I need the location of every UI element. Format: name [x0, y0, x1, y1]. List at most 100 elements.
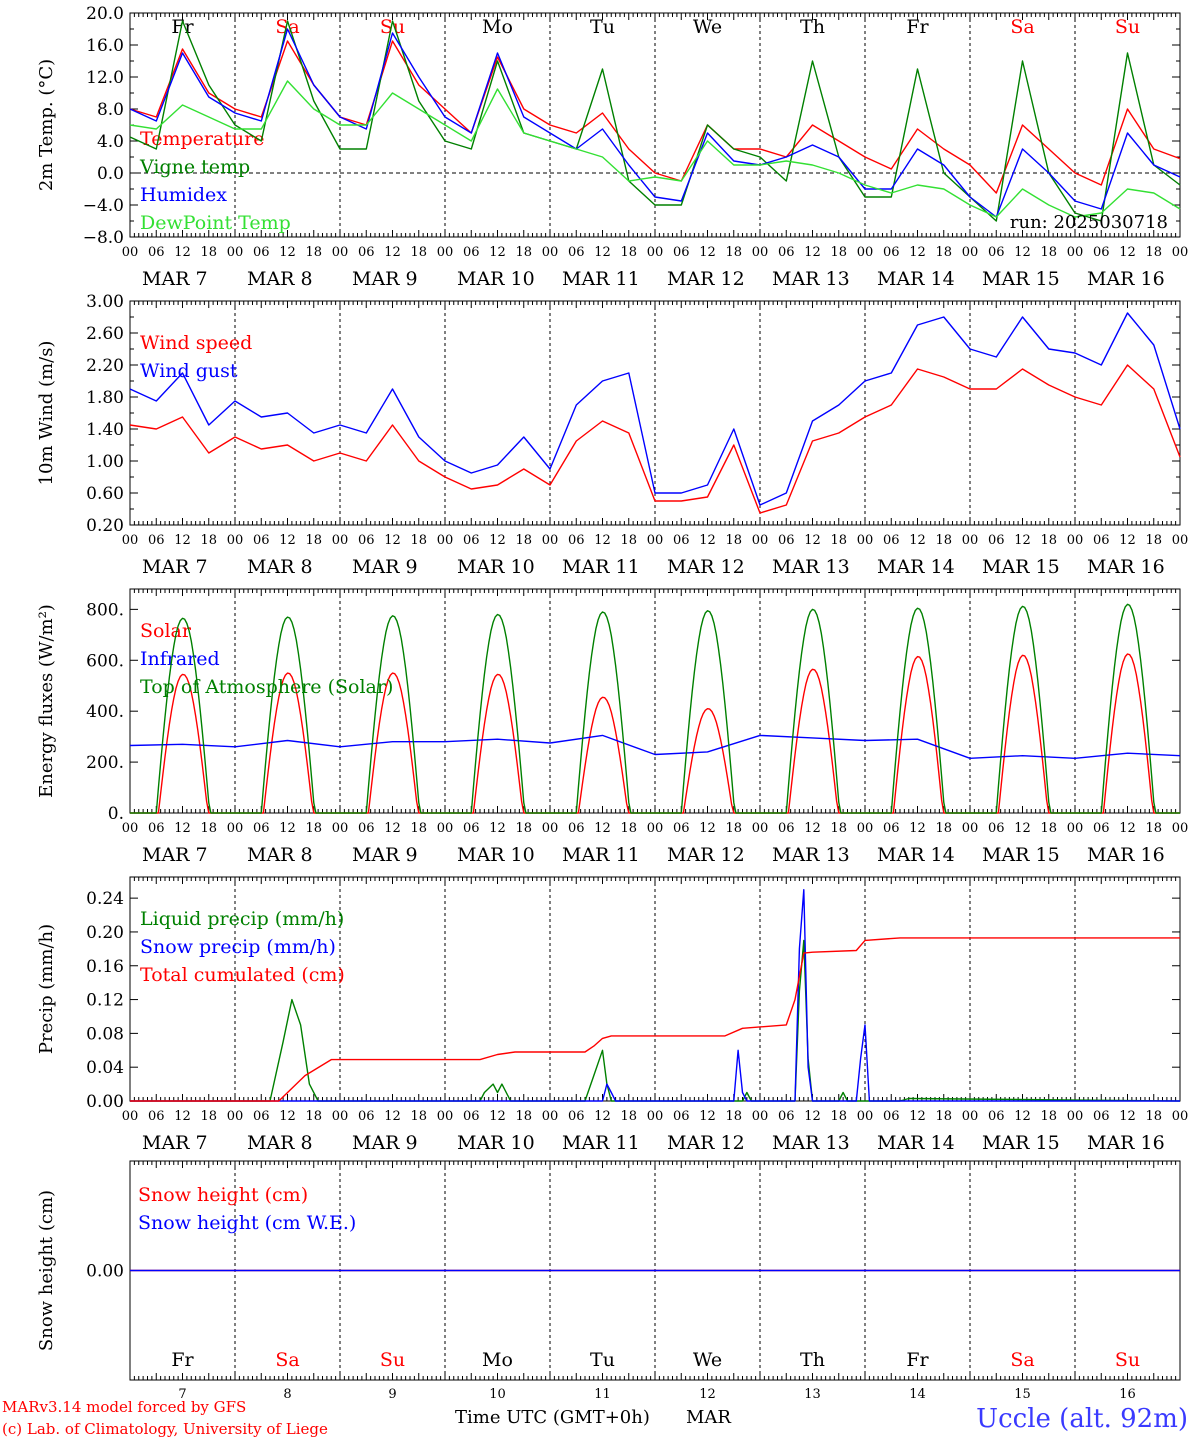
date-label: MAR 12	[667, 556, 745, 578]
weekday-label: Fr	[906, 16, 929, 38]
weekday-label: Su	[1115, 16, 1140, 38]
date-label: MAR 9	[352, 268, 418, 290]
hour-label: 00	[752, 245, 769, 260]
legend-entry: Liquid precip (mm/h)	[140, 908, 344, 930]
hour-label: 06	[463, 245, 480, 260]
hour-label: 12	[1014, 533, 1031, 548]
y-tick-label: 8.0	[97, 100, 124, 120]
hour-label: 06	[1093, 533, 1110, 548]
date-label: MAR 14	[877, 844, 955, 866]
hour-label: 18	[200, 533, 217, 548]
hour-label: 18	[305, 1109, 322, 1124]
weekday-label: Fr	[906, 1349, 929, 1371]
day-number-label: 7	[178, 1387, 186, 1402]
hour-label: 00	[437, 245, 454, 260]
hour-label: 06	[358, 533, 375, 548]
hour-label: 00	[437, 821, 454, 836]
hour-label: 18	[725, 533, 742, 548]
legend-entry: Total cumulated (cm)	[140, 964, 345, 986]
series-line-dewpoint-temp	[129, 80, 1181, 218]
hour-label: 12	[384, 533, 401, 548]
hour-label: 18	[620, 245, 637, 260]
hour-label: 00	[542, 1109, 559, 1124]
hour-label: 06	[253, 1109, 270, 1124]
hour-label: 12	[174, 821, 191, 836]
date-label: MAR 7	[142, 844, 208, 866]
y-tick-label: 1.40	[86, 420, 124, 440]
legend-entry: Snow height (cm W.E.)	[138, 1212, 356, 1234]
hour-label: 12	[279, 245, 296, 260]
hour-label: 00	[437, 533, 454, 548]
hour-label: 00	[1067, 821, 1084, 836]
hour-label: 18	[200, 245, 217, 260]
y-tick-label: 12.0	[86, 68, 124, 88]
hour-label: 06	[148, 821, 165, 836]
hour-label: 12	[909, 245, 926, 260]
day-number-label: 14	[909, 1387, 926, 1402]
weekday-label: Fr	[171, 1349, 194, 1371]
y-axis-label: 10m Wind (m/s)	[36, 341, 57, 486]
hour-label: 12	[384, 821, 401, 836]
hour-label: 06	[673, 533, 690, 548]
hour-label: 00	[1067, 1109, 1084, 1124]
y-tick-label: 0.08	[86, 1024, 124, 1044]
hour-label: 18	[1145, 245, 1162, 260]
hour-label: 18	[620, 821, 637, 836]
hour-label: 06	[358, 245, 375, 260]
date-label: MAR 10	[457, 556, 535, 578]
hour-label: 00	[227, 245, 244, 260]
hour-label: 12	[1119, 821, 1136, 836]
hour-label: 12	[489, 245, 506, 260]
y-tick-label: 600.	[86, 651, 124, 671]
hour-label: 00	[122, 1109, 139, 1124]
hour-label: 06	[253, 245, 270, 260]
hour-label: 18	[305, 821, 322, 836]
hour-label: 12	[699, 533, 716, 548]
date-label: MAR 8	[247, 844, 313, 866]
hour-label: 12	[909, 821, 926, 836]
hour-label: 18	[830, 533, 847, 548]
series-line-infrared	[129, 734, 1181, 759]
legend-entry: Top of Atmosphere (Solar)	[140, 676, 393, 698]
hour-label: 06	[358, 821, 375, 836]
panel-4: 0.24 0.20 0.16 0.12 0.08 0.04 0.00 Precip (mm/h…	[36, 876, 1188, 1154]
hour-label: 12	[174, 245, 191, 260]
hour-label: 18	[935, 245, 952, 260]
legend-entry: Temperature	[140, 128, 264, 150]
panel-2: 3.00 2.60 2.20 1.80 1.40 1.00 0.60 0.20 10m Wind…	[36, 292, 1188, 578]
hour-label: 12	[1119, 533, 1136, 548]
date-label: MAR 10	[457, 268, 535, 290]
series-line-total-cumulated-cm	[130, 937, 1180, 1102]
legend-entry: Solar	[140, 620, 192, 642]
hour-label: 12	[699, 245, 716, 260]
hour-label: 06	[253, 821, 270, 836]
hour-label: 06	[358, 1109, 375, 1124]
hour-label: 12	[279, 1109, 296, 1124]
hour-label: 06	[778, 245, 795, 260]
hour-label: 12	[594, 245, 611, 260]
date-label: MAR 15	[982, 556, 1060, 578]
hour-label: 06	[148, 245, 165, 260]
y-tick-label: 1.80	[86, 388, 124, 408]
y-tick-label: 400.	[86, 702, 124, 722]
hour-label: 18	[515, 821, 532, 836]
hour-label: 12	[804, 1109, 821, 1124]
hour-label: 18	[410, 821, 427, 836]
hour-label: 06	[988, 821, 1005, 836]
date-label: MAR 13	[772, 844, 850, 866]
run-label: run: 2025030718	[1010, 212, 1168, 233]
hour-label: 00	[332, 821, 349, 836]
hour-label: 12	[594, 821, 611, 836]
hour-label: 18	[830, 821, 847, 836]
hour-label: 18	[620, 1109, 637, 1124]
legend-entry: Snow precip (mm/h)	[140, 936, 336, 958]
date-label: MAR 10	[457, 844, 535, 866]
hour-label: 18	[515, 245, 532, 260]
hour-label: 12	[1119, 1109, 1136, 1124]
hour-label: 12	[594, 1109, 611, 1124]
hour-label: 18	[620, 533, 637, 548]
hour-label: 06	[568, 245, 585, 260]
hour-label: 12	[174, 1109, 191, 1124]
model-credit: MARv3.14 model forced by GFS	[2, 1398, 246, 1416]
